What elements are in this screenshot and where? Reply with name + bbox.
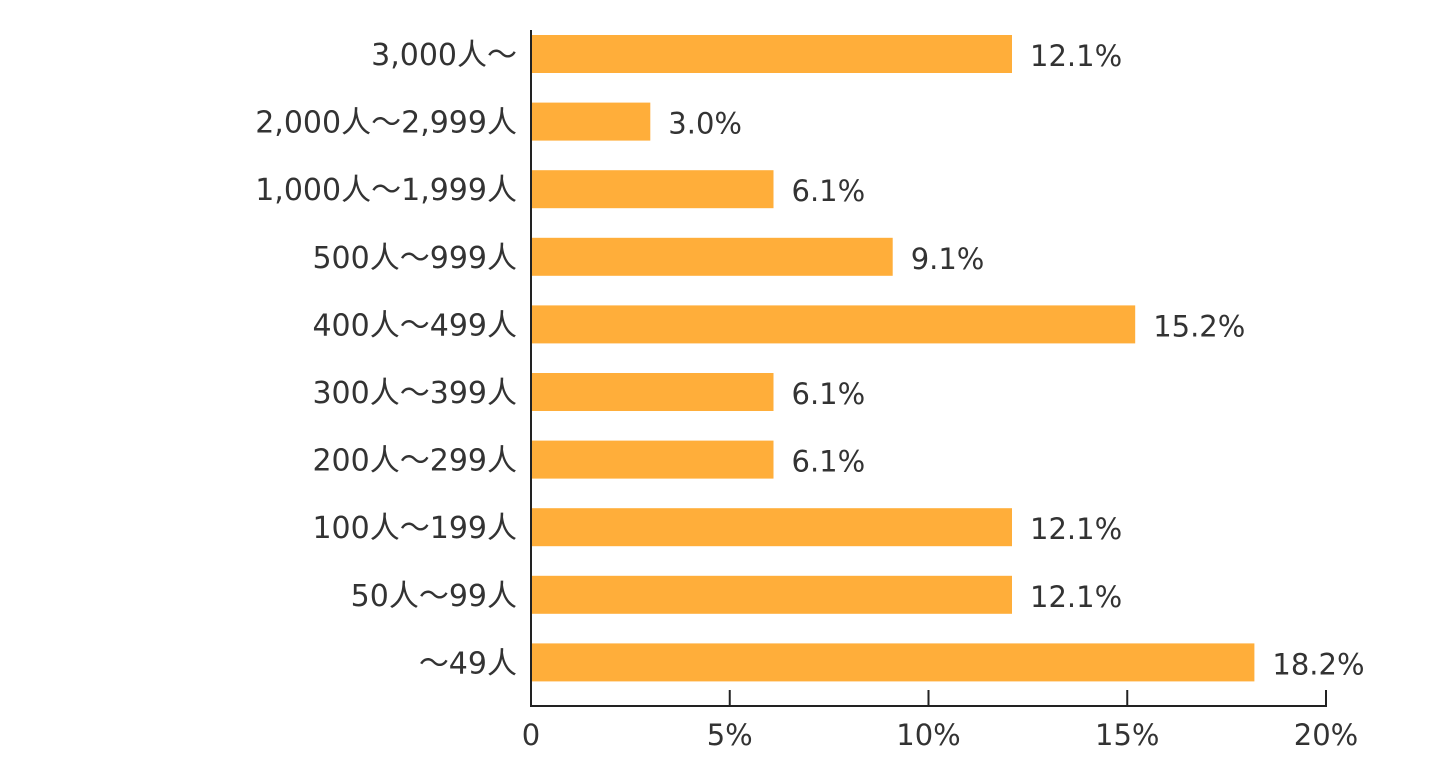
bar-9 <box>531 643 1255 682</box>
value-label-5: 6.1% <box>792 377 866 411</box>
x-tick-label-2: 10% <box>896 718 960 752</box>
value-label-7: 12.1% <box>1030 512 1122 546</box>
value-label-8: 12.1% <box>1030 580 1122 614</box>
bar-7 <box>531 508 1012 547</box>
x-tick-label-4: 20% <box>1294 718 1358 752</box>
bar-4 <box>531 305 1136 344</box>
axis-layer: 0 5% 10% 15% 20% <box>522 30 1358 752</box>
value-label-9: 18.2% <box>1272 647 1364 681</box>
category-label-5: 300人〜399人 <box>312 376 517 411</box>
category-label-9: 〜49人 <box>419 646 517 681</box>
x-tick-label-3: 15% <box>1095 718 1159 752</box>
bar-0 <box>531 35 1012 73</box>
category-label-3: 500人〜999人 <box>312 241 517 276</box>
bar-8 <box>531 575 1012 614</box>
value-label-3: 9.1% <box>911 242 985 276</box>
category-label-0: 3,000人〜 <box>371 38 517 73</box>
value-label-6: 6.1% <box>792 445 866 479</box>
bar-5 <box>531 373 774 411</box>
value-label-4: 15.2% <box>1153 309 1245 343</box>
category-label-7: 100人〜199人 <box>312 511 517 546</box>
x-tick-label-0: 0 <box>522 718 540 752</box>
bars-layer <box>531 35 1255 682</box>
bar-3 <box>531 237 893 276</box>
value-label-1: 3.0% <box>668 107 742 141</box>
category-label-2: 1,000人〜1,999人 <box>255 173 517 208</box>
category-label-8: 50人〜99人 <box>351 579 517 614</box>
category-label-1: 2,000人〜2,999人 <box>255 106 517 141</box>
category-label-4: 400人〜499人 <box>312 308 517 343</box>
value-label-2: 6.1% <box>792 174 866 208</box>
bar-1 <box>531 102 651 141</box>
category-label-6: 200人〜299人 <box>312 444 517 479</box>
x-tick-label-1: 5% <box>707 718 753 752</box>
value-label-0: 12.1% <box>1030 39 1122 73</box>
labels-layer: 3,000人〜 12.1% 2,000人〜2,999人 3.0% 1,000人〜1,99… <box>255 38 1364 681</box>
bar-2 <box>531 170 774 209</box>
bar-6 <box>531 440 774 479</box>
